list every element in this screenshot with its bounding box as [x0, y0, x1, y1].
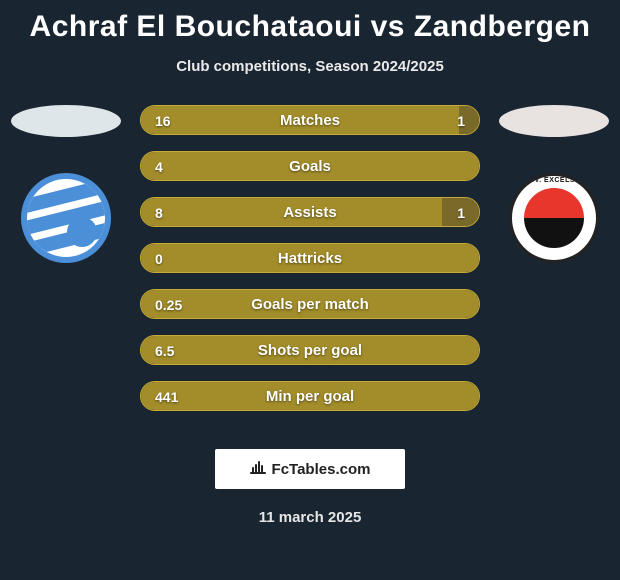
logo-ring-text: S.B.V. EXCELSIOR: [512, 177, 596, 184]
stat-bar: Hattricks0: [140, 243, 480, 273]
stat-bars: Matches16 1 Goals4 Assists8 1 Hattricks0 Goals…: [126, 105, 494, 427]
stat-bar: Goals4: [140, 151, 480, 181]
comparison-panel: Matches16 1 Goals4 Assists8 1 Hattricks0 Goals…: [0, 105, 620, 427]
stat-label: Goals: [141, 152, 479, 181]
stat-value-left: 6.5: [155, 336, 174, 365]
source-label: FcTables.com: [272, 461, 371, 478]
player-photo-placeholder-left: [11, 105, 121, 137]
stat-label: Hattricks: [141, 244, 479, 273]
club-logo-right: S.B.V. EXCELSIOR: [509, 173, 599, 263]
chart-icon: [250, 460, 266, 478]
stat-bar: Shots per goal6.5: [140, 335, 480, 365]
stat-label: Goals per match: [141, 290, 479, 319]
stat-bar: Goals per match0.25: [140, 289, 480, 319]
logo-top-half: [524, 188, 584, 218]
stat-bar: Min per goal441: [140, 381, 480, 411]
stat-bar: Assists8 1: [140, 197, 480, 227]
subtitle: Club competitions, Season 2024/2025: [0, 58, 620, 75]
stat-label: Min per goal: [141, 382, 479, 411]
stat-value-left: 8: [155, 198, 163, 227]
logo-ball: [67, 217, 97, 247]
stat-value-left: 0.25: [155, 290, 182, 319]
player-photo-placeholder-right: [499, 105, 609, 137]
stat-value-right: 1: [457, 106, 465, 135]
stat-value-left: 0: [155, 244, 163, 273]
date-label: 11 march 2025: [0, 509, 620, 526]
stat-bar: Matches16 1: [140, 105, 480, 135]
page-title: Achraf El Bouchataoui vs Zandbergen: [0, 0, 620, 44]
stat-label: Matches: [141, 106, 479, 135]
stat-label: Assists: [141, 198, 479, 227]
left-side: [6, 105, 126, 427]
right-side: S.B.V. EXCELSIOR: [494, 105, 614, 427]
stat-label: Shots per goal: [141, 336, 479, 365]
club-logo-left: [21, 173, 111, 263]
stat-value-left: 16: [155, 106, 171, 135]
source-badge: FcTables.com: [215, 449, 405, 489]
stat-value-left: 4: [155, 152, 163, 181]
stat-value-left: 441: [155, 382, 178, 411]
stat-value-right: 1: [457, 198, 465, 227]
logo-bottom-half: [524, 218, 584, 248]
